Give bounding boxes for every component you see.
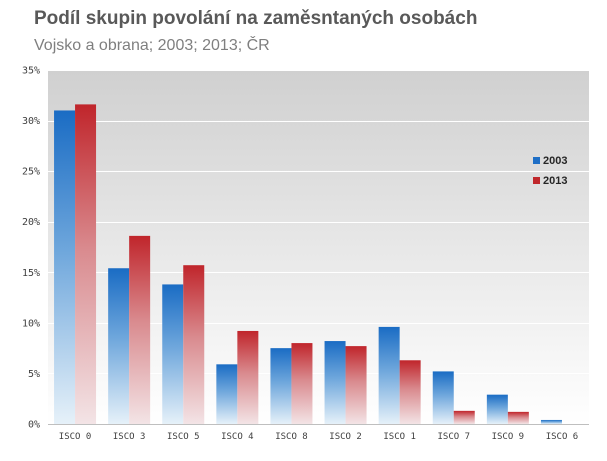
y-tick-label: 20% [22,217,40,228]
bar-2003-isco-1 [378,326,400,424]
y-tick-label: 35% [22,66,40,77]
chart-subtitle: Vojsko a obrana; 2003; 2013; ČR [34,37,270,54]
x-tick-label: ISCO 6 [546,432,579,442]
x-tick-label: ISCO 1 [383,432,416,442]
x-tick-label: ISCO 0 [59,432,92,442]
y-axis-ticks: 0% 5% 10% 15% 20% 25% 30% 35% [22,66,40,431]
x-tick-label: ISCO 8 [275,432,308,442]
bar-2003-isco-4 [216,364,238,424]
x-axis-ticks: ISCO 0 ISCO 3 ISCO 5 ISCO 4 ISCO 8 ISCO 2 ISCO… [59,432,578,442]
bar-2003-isco-7 [432,371,454,424]
bar-2003-isco-9 [486,394,508,424]
chart-title: Podíl skupin povolání na zaměsntaných os… [34,8,478,29]
bar-2013-isco-1 [399,360,421,424]
x-tick-label: ISCO 7 [437,432,470,442]
bars [54,104,562,424]
bar-2013-isco-7 [453,410,475,424]
bar-2013-isco-4 [237,330,259,424]
y-tick-label: 25% [22,167,40,178]
bar-2013-isco-0 [75,104,97,424]
x-tick-label: ISCO 5 [167,432,200,442]
y-tick-label: 5% [28,369,40,380]
legend: 2003 2013 [533,155,567,187]
x-tick-label: ISCO 3 [113,432,146,442]
x-tick-label: ISCO 9 [492,432,525,442]
bar-2013-isco-9 [507,411,529,424]
bar-2003-isco-0 [54,110,76,424]
bar-2013-isco-3 [129,235,151,424]
legend-swatch [533,177,540,184]
x-tick-label: ISCO 4 [221,432,254,442]
y-tick-label: 0% [28,420,40,431]
bar-2003-isco-3 [108,268,130,424]
legend-swatch [533,157,540,164]
y-tick-label: 10% [22,318,40,329]
y-tick-label: 15% [22,268,40,279]
bar-2003-isco-6 [540,419,562,424]
y-tick-label: 30% [22,116,40,127]
bar-2003-isco-5 [162,284,184,424]
legend-label: 2013 [543,175,567,187]
bar-2013-isco-8 [291,343,313,424]
bar-2003-isco-8 [270,348,292,424]
legend-label: 2003 [543,155,567,167]
bar-2003-isco-2 [324,341,346,424]
bar-2013-isco-5 [183,265,205,424]
bar-2013-isco-2 [345,346,367,424]
x-tick-label: ISCO 2 [329,432,362,442]
